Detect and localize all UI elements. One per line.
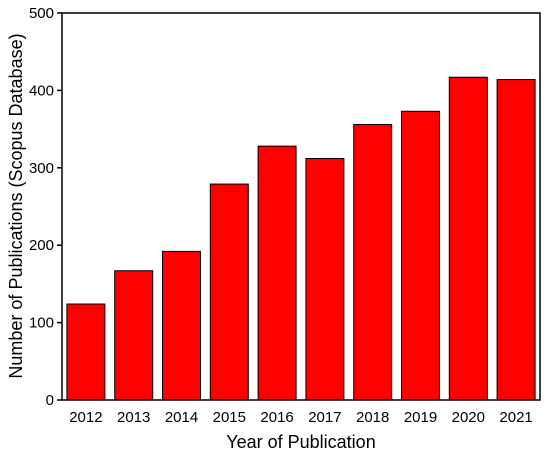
x-tick-label: 2017	[308, 409, 341, 426]
y-tick-label: 300	[29, 160, 54, 177]
bar-2012	[66, 303, 106, 401]
x-axis-ticks: 2012 2013 2014 2015 2016 2017 2018 2019 2020 2021	[69, 409, 533, 426]
x-tick-label: 2013	[117, 409, 150, 426]
bar-2021	[496, 79, 536, 401]
x-tick-label: 2019	[404, 409, 437, 426]
bar-2017	[305, 158, 345, 401]
y-tick-label: 0	[46, 392, 54, 409]
x-tick-label: 2020	[452, 409, 485, 426]
x-tick-label: 2018	[356, 409, 389, 426]
x-tick-label: 2012	[69, 409, 102, 426]
y-axis-title: Number of Publications (Scopus Database)	[6, 33, 26, 378]
y-tick-label: 200	[29, 237, 54, 254]
bar-2020	[448, 76, 488, 401]
bar-2018	[353, 123, 393, 401]
y-tick-label: 500	[29, 5, 54, 22]
y-axis-ticks: 0 100 200 300 400 500	[29, 5, 62, 409]
x-tick-label: 2014	[165, 409, 198, 426]
x-tick-label: 2015	[213, 409, 246, 426]
bar-2015	[209, 183, 249, 401]
x-tick-label: 2016	[260, 409, 293, 426]
x-axis-title: Year of Publication	[226, 432, 375, 452]
bar-2019	[401, 110, 440, 401]
bars-group	[66, 76, 536, 401]
bar-2014	[162, 250, 201, 401]
bar-2016	[257, 145, 297, 401]
plot-frame	[61, 12, 541, 401]
x-tick-label: 2021	[499, 409, 532, 426]
y-tick-label: 400	[29, 82, 54, 99]
y-tick-label: 100	[29, 315, 54, 332]
bar-2013	[114, 270, 154, 401]
